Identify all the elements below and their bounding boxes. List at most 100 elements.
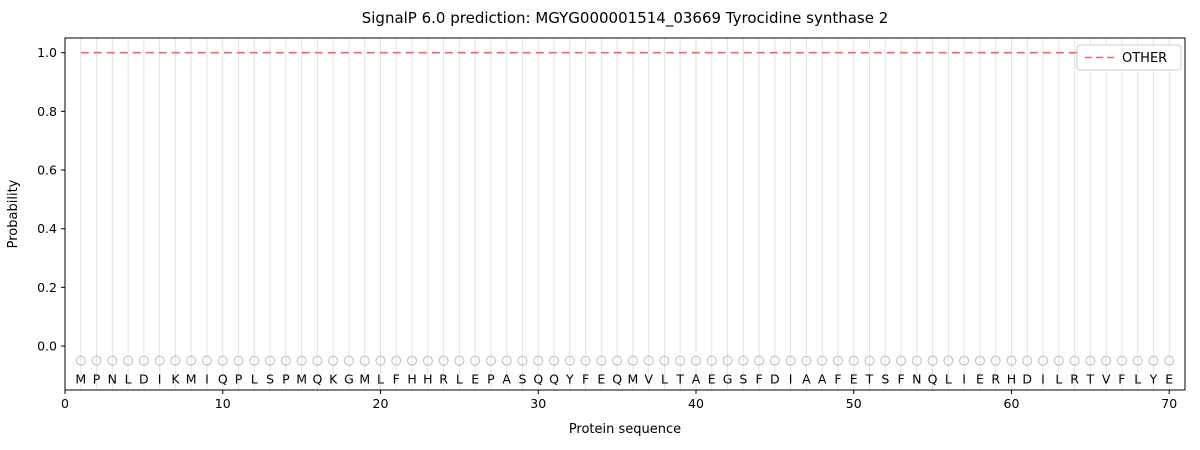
- residue-letter: T: [865, 372, 874, 387]
- residue-letter: L: [945, 372, 952, 387]
- residue-marker: [470, 355, 481, 366]
- residue-letter: I: [789, 372, 793, 387]
- x-tick-label: 60: [1004, 396, 1020, 411]
- residue-letter: F: [393, 372, 400, 387]
- residue-marker: [1116, 355, 1127, 366]
- residue-marker: [170, 355, 181, 366]
- residue-letter: E: [1165, 372, 1173, 387]
- residue-marker: [990, 355, 1001, 366]
- residue-marker: [391, 355, 402, 366]
- residue-marker: [1022, 355, 1033, 366]
- residue-marker: [832, 355, 843, 366]
- residue-marker: [690, 355, 701, 366]
- residue-letter: T: [675, 372, 684, 387]
- residue-letter: I: [962, 372, 966, 387]
- residue-letter: F: [582, 372, 589, 387]
- residue-marker: [217, 355, 228, 366]
- legend: OTHER: [1076, 44, 1182, 71]
- x-tick-label: 10: [215, 396, 231, 411]
- residue-marker: [438, 355, 449, 366]
- residue-marker: [485, 355, 496, 366]
- residue-letter: R: [1070, 372, 1079, 387]
- y-tick-label: 0.4: [37, 221, 57, 236]
- residue-marker: [375, 355, 386, 366]
- residue-letter: A: [818, 372, 827, 387]
- y-tick-label: 0.6: [37, 163, 57, 178]
- residue-letter: M: [186, 372, 197, 387]
- residue-marker: [722, 355, 733, 366]
- residue-marker: [138, 355, 149, 366]
- chart-title: SignalP 6.0 prediction: MGYG000001514_03…: [362, 9, 889, 28]
- residue-letter: E: [597, 372, 605, 387]
- residue-marker: [1053, 355, 1064, 366]
- residue-letter: I: [205, 372, 209, 387]
- y-tick-label: 0.0: [37, 339, 57, 354]
- residue-marker: [533, 355, 544, 366]
- residue-marker: [233, 355, 244, 366]
- y-axis-label: Probability: [6, 179, 21, 248]
- residue-letter: I: [1041, 372, 1045, 387]
- residue-marker: [517, 355, 528, 366]
- residue-letter: L: [1055, 372, 1062, 387]
- residue-letter: P: [282, 372, 290, 387]
- residue-marker: [328, 355, 339, 366]
- residue-letter: K: [171, 372, 180, 387]
- y-tick-label: 0.2: [37, 280, 57, 295]
- residue-letter: S: [518, 372, 526, 387]
- residue-marker: [1038, 355, 1049, 366]
- residue-marker: [612, 355, 623, 366]
- residue-marker: [1132, 355, 1143, 366]
- residue-letter: Q: [312, 372, 322, 387]
- residue-letter: H: [1007, 372, 1016, 387]
- residue-marker: [801, 355, 812, 366]
- residue-letter: H: [407, 372, 416, 387]
- residue-marker: [1148, 355, 1159, 366]
- residue-letter: S: [739, 372, 747, 387]
- residue-marker: [454, 355, 465, 366]
- residue-letter: K: [329, 372, 338, 387]
- residue-letter: T: [1086, 372, 1095, 387]
- residue-letter: D: [139, 372, 149, 387]
- residue-marker: [564, 355, 575, 366]
- residue-letter: A: [502, 372, 511, 387]
- residue-letter: M: [296, 372, 307, 387]
- residue-marker: [107, 355, 118, 366]
- residue-letter: L: [251, 372, 258, 387]
- plot-border: [64, 37, 1186, 391]
- residue-letter: P: [487, 372, 495, 387]
- residue-marker: [1006, 355, 1017, 366]
- x-tick-label: 30: [530, 396, 546, 411]
- residue-marker: [123, 355, 134, 366]
- x-tick-label: 0: [61, 396, 69, 411]
- gridlines-layer: [80, 38, 1170, 390]
- residue-letter: I: [158, 372, 162, 387]
- residue-letter: Q: [218, 372, 228, 387]
- residue-letter: E: [471, 372, 479, 387]
- residue-letter: R: [991, 372, 1000, 387]
- residue-letter: E: [850, 372, 858, 387]
- residue-marker: [817, 355, 828, 366]
- residue-letter: N: [108, 372, 117, 387]
- y-tick-label: 0.8: [37, 104, 57, 119]
- residue-letter: Y: [565, 372, 574, 387]
- residue-letter: D: [770, 372, 780, 387]
- residue-marker: [343, 355, 354, 366]
- x-axis-label: Protein sequence: [569, 422, 681, 437]
- residue-marker: [201, 355, 212, 366]
- residue-marker: [706, 355, 717, 366]
- residue-marker: [580, 355, 591, 366]
- residue-marker: [959, 355, 970, 366]
- residue-markers-layer: [75, 355, 1175, 366]
- residue-marker: [296, 355, 307, 366]
- residue-letter: V: [644, 372, 653, 387]
- residue-marker: [596, 355, 607, 366]
- legend-label: OTHER: [1122, 51, 1167, 66]
- residue-marker: [911, 355, 922, 366]
- residue-marker: [943, 355, 954, 366]
- residue-marker: [265, 355, 276, 366]
- residue-letter: P: [93, 372, 101, 387]
- residue-marker: [280, 355, 291, 366]
